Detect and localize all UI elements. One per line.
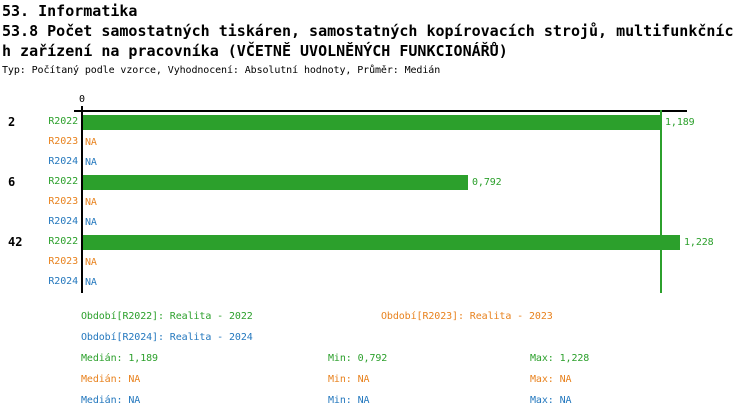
- stat-median-r2023: Medián: NA: [81, 374, 141, 385]
- median-marker-line: [660, 110, 662, 293]
- series-label: R2024: [48, 216, 78, 227]
- series-label: R2023: [48, 196, 78, 207]
- category-label: 2: [8, 115, 16, 129]
- bar-track: 0,792: [83, 172, 750, 192]
- stat-min-r2024: Min: NA: [328, 395, 370, 406]
- value-label: 1,228: [684, 236, 714, 248]
- stat-max-r2023: Max: NA: [530, 374, 572, 385]
- category-label: 42: [8, 235, 23, 249]
- value-label: NA: [85, 136, 97, 148]
- chart-row: R2023 NA: [0, 252, 750, 272]
- bar-track: 1,189: [83, 112, 750, 132]
- value-label: NA: [85, 216, 97, 228]
- stat-min-r2023: Min: NA: [328, 374, 370, 385]
- series-label: R2022: [48, 116, 78, 127]
- bar-track: NA: [83, 252, 750, 272]
- value-label: NA: [85, 256, 97, 268]
- stat-median-r2022: Medián: 1,189: [81, 353, 158, 364]
- bar-track: NA: [83, 132, 750, 152]
- bar-track: NA: [83, 152, 750, 172]
- chart-row: 6 R2022 0,792: [0, 172, 750, 192]
- chart-row: R2023 NA: [0, 132, 750, 152]
- chart-row: R2024 NA: [0, 272, 750, 292]
- legend-period-r2024: Období[R2024]: Realita - 2024: [81, 332, 253, 343]
- bar-track: NA: [83, 192, 750, 212]
- stat-max-r2022: Max: 1,228: [530, 353, 590, 364]
- stat-min-r2022: Min: 0,792: [328, 353, 388, 364]
- chart-row: R2024 NA: [0, 152, 750, 172]
- chart-row: R2024 NA: [0, 212, 750, 232]
- stat-max-r2024: Max: NA: [530, 395, 572, 406]
- chart-row: 42 R2022 1,228: [0, 232, 750, 252]
- bar-track: 1,228: [83, 232, 750, 252]
- stat-median-r2024: Medián: NA: [81, 395, 141, 406]
- indicator-title-line2: h zařízení na pracovníka (VČETNĚ UVOLNĚN…: [2, 42, 508, 60]
- bar-track: NA: [83, 272, 750, 292]
- x-axis-line: [74, 110, 687, 112]
- chart-row: R2023 NA: [0, 192, 750, 212]
- value-label: NA: [85, 276, 97, 288]
- bar: [83, 234, 680, 250]
- legend-period-r2023: Období[R2023]: Realita - 2023: [381, 311, 553, 322]
- chart-row: 2 R2022 1,189: [0, 112, 750, 132]
- category-label: 6: [8, 175, 16, 189]
- series-label: R2024: [48, 276, 78, 287]
- series-label: R2024: [48, 156, 78, 167]
- value-label: NA: [85, 156, 97, 168]
- series-label: R2022: [48, 236, 78, 247]
- bar: [83, 114, 661, 130]
- axis-zero-label: 0: [78, 94, 86, 105]
- indicator-title-line1: 53.8 Počet samostatných tiskáren, samost…: [2, 22, 734, 40]
- series-label: R2023: [48, 136, 78, 147]
- value-label: 1,189: [665, 116, 695, 128]
- section-title: 53. Informatika: [2, 2, 138, 20]
- bar-track: NA: [83, 212, 750, 232]
- series-label: R2023: [48, 256, 78, 267]
- legend-period-r2022: Období[R2022]: Realita - 2022: [81, 311, 253, 322]
- bar: [83, 174, 468, 190]
- series-label: R2022: [48, 176, 78, 187]
- value-label: 0,792: [472, 176, 502, 188]
- y-axis-line: [81, 106, 83, 293]
- report-meta: Typ: Počítaný podle vzorce, Vyhodnocení:…: [2, 65, 441, 76]
- value-label: NA: [85, 196, 97, 208]
